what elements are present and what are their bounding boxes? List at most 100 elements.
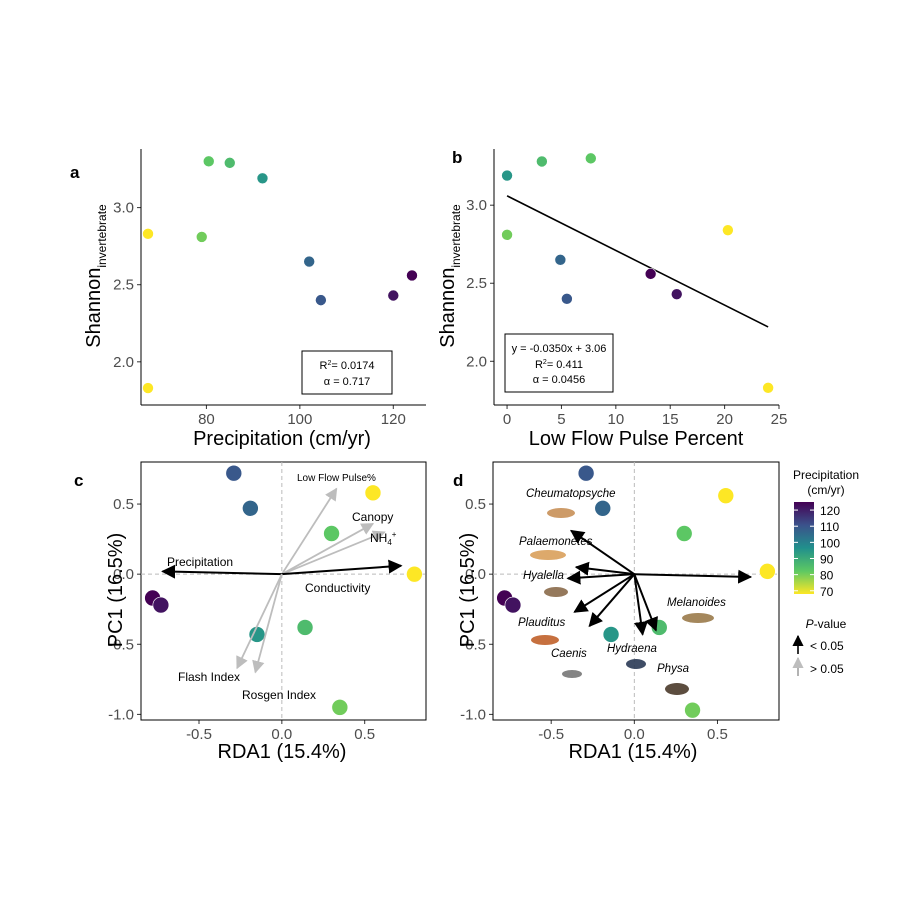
data-point (536, 155, 548, 168)
vector-label: NH4+ (370, 530, 397, 547)
vector-arrow (281, 530, 386, 576)
xlabel-b: Low Flow Pulse Percent (529, 428, 744, 450)
data-point (223, 157, 236, 169)
data-point (504, 596, 522, 614)
vector-label: Conductivity (305, 581, 370, 595)
x-tick-label: 10 (607, 411, 624, 428)
y-tick-label: 0.5 (465, 496, 486, 513)
x-tick-label: 15 (662, 411, 679, 428)
y-tick-label: 3.0 (466, 197, 487, 214)
x-tick-label: 25 (771, 411, 788, 428)
svg-text:R2= 0.411: R2= 0.411 (535, 359, 583, 371)
panel-label-b: b (452, 148, 462, 167)
x-tick-label: 5 (557, 411, 565, 428)
y-tick-label: 0.0 (465, 566, 486, 583)
data-point (387, 289, 400, 302)
xlabel-d: RDA1 (15.4%) (569, 741, 698, 763)
svg-text:R2= 0.0174: R2= 0.0174 (320, 360, 375, 372)
sig-label: < 0.05 (810, 639, 844, 653)
colorbar-tick-label: 80 (820, 569, 834, 583)
beetle-icon (626, 659, 646, 669)
x-tick-label: 0.5 (707, 726, 728, 743)
ylabel-d: PC1 (16.5%) (457, 533, 479, 648)
snail-icon (665, 683, 689, 695)
vector-arrow (236, 573, 283, 670)
vector-arrow (588, 573, 636, 628)
xlabel-c: RDA1 (15.4%) (218, 741, 347, 763)
vector-arrow (252, 573, 283, 674)
y-tick-label: 0.0 (113, 566, 134, 583)
y-tick-label: 3.0 (113, 200, 134, 217)
data-point (195, 231, 208, 243)
ylabel-c: PC1 (16.5%) (105, 533, 127, 648)
vector-label: Caenis (551, 648, 587, 660)
colorbar-tick-label: 70 (820, 585, 834, 599)
vector-label: Hydraena (607, 643, 657, 655)
data-point (717, 487, 735, 504)
vector-label: Hyalella (523, 570, 564, 582)
pvalue-title: P-value (806, 617, 847, 631)
panel-label-c: c (74, 471, 83, 490)
data-point (296, 619, 314, 636)
data-point (142, 228, 154, 240)
vector-label: Rosgen Index (242, 688, 316, 702)
x-tick-label: 0.0 (271, 726, 292, 743)
data-point (684, 701, 701, 719)
x-tick-label: 100 (287, 411, 312, 428)
x-tick-label: 0.5 (354, 726, 375, 743)
vector-arrow (281, 487, 338, 575)
ylabel-b: Shannoninvertebrate (437, 204, 463, 348)
stats-box-b: y = -0.0350x + 3.06 R2= 0.411 α = 0.0456 (504, 333, 614, 393)
data-point (256, 172, 269, 185)
vector-arrow (566, 570, 635, 585)
vector-arrow (633, 573, 658, 632)
data-point (364, 484, 382, 502)
caddisfly-larva-icon (547, 508, 575, 518)
y-tick-label: -0.5 (460, 636, 486, 653)
svg-text:α = 0.0456: α = 0.0456 (533, 374, 586, 386)
x-tick-label: 20 (716, 411, 733, 428)
data-point (202, 155, 215, 168)
panel-label-a: a (70, 163, 80, 182)
colorbar (794, 502, 814, 594)
svg-text:α = 0.717: α = 0.717 (324, 376, 370, 388)
ns-label: > 0.05 (810, 662, 844, 676)
vector-arrow (573, 573, 635, 613)
vector-label: Cheumatopsyche (526, 488, 616, 500)
y-tick-label: 2.5 (113, 277, 134, 294)
vector-label: Physa (657, 663, 689, 675)
plot-frame (492, 461, 780, 721)
plot-frame (140, 461, 427, 721)
data-point (577, 464, 595, 482)
mayfly-larva-icon (531, 635, 559, 645)
vector-label: Melanoides (667, 597, 726, 609)
panel-label-d: d (453, 471, 463, 490)
data-point (670, 288, 683, 300)
data-point (406, 565, 423, 583)
vector-label: Plauditus (518, 617, 566, 629)
legend-title-line2: (cm/yr) (807, 483, 844, 497)
svg-text:y = -0.0350x + 3.06: y = -0.0350x + 3.06 (512, 343, 607, 355)
data-point (722, 224, 734, 236)
vector-label: Flash Index (178, 670, 240, 684)
panel-b: b 0 5 10 15 20 25 2.0 2.5 3.0 Shannoninvertebrat… (437, 148, 787, 450)
regression-line (506, 195, 769, 328)
data-point (303, 255, 315, 268)
y-tick-label: 0.5 (113, 496, 134, 513)
data-point (561, 293, 573, 305)
data-point (585, 152, 597, 165)
vector-arrow (281, 559, 403, 576)
color-legend: Precipitation (cm/yr) 120 110 100 90 80 70 (793, 468, 859, 599)
panel-c: c -0.5 0.0 0.5 -1.0 -0.5 0.0 0.5 Low Flow Pulse… (74, 461, 427, 763)
x-tick-label: 80 (198, 411, 215, 428)
amphipod-icon (544, 587, 568, 597)
stats-box-a: R2= 0.0174 α = 0.717 (301, 350, 393, 395)
y-tick-label: -1.0 (460, 706, 486, 723)
data-point (142, 382, 154, 394)
data-point (315, 294, 327, 306)
data-point (331, 699, 349, 716)
data-point (225, 464, 243, 482)
panel-d: d -0.5 0.0 0.5 -1.0 -0.5 0.0 0.5 Cheumatopsyche… (453, 461, 780, 763)
data-point (762, 382, 774, 394)
